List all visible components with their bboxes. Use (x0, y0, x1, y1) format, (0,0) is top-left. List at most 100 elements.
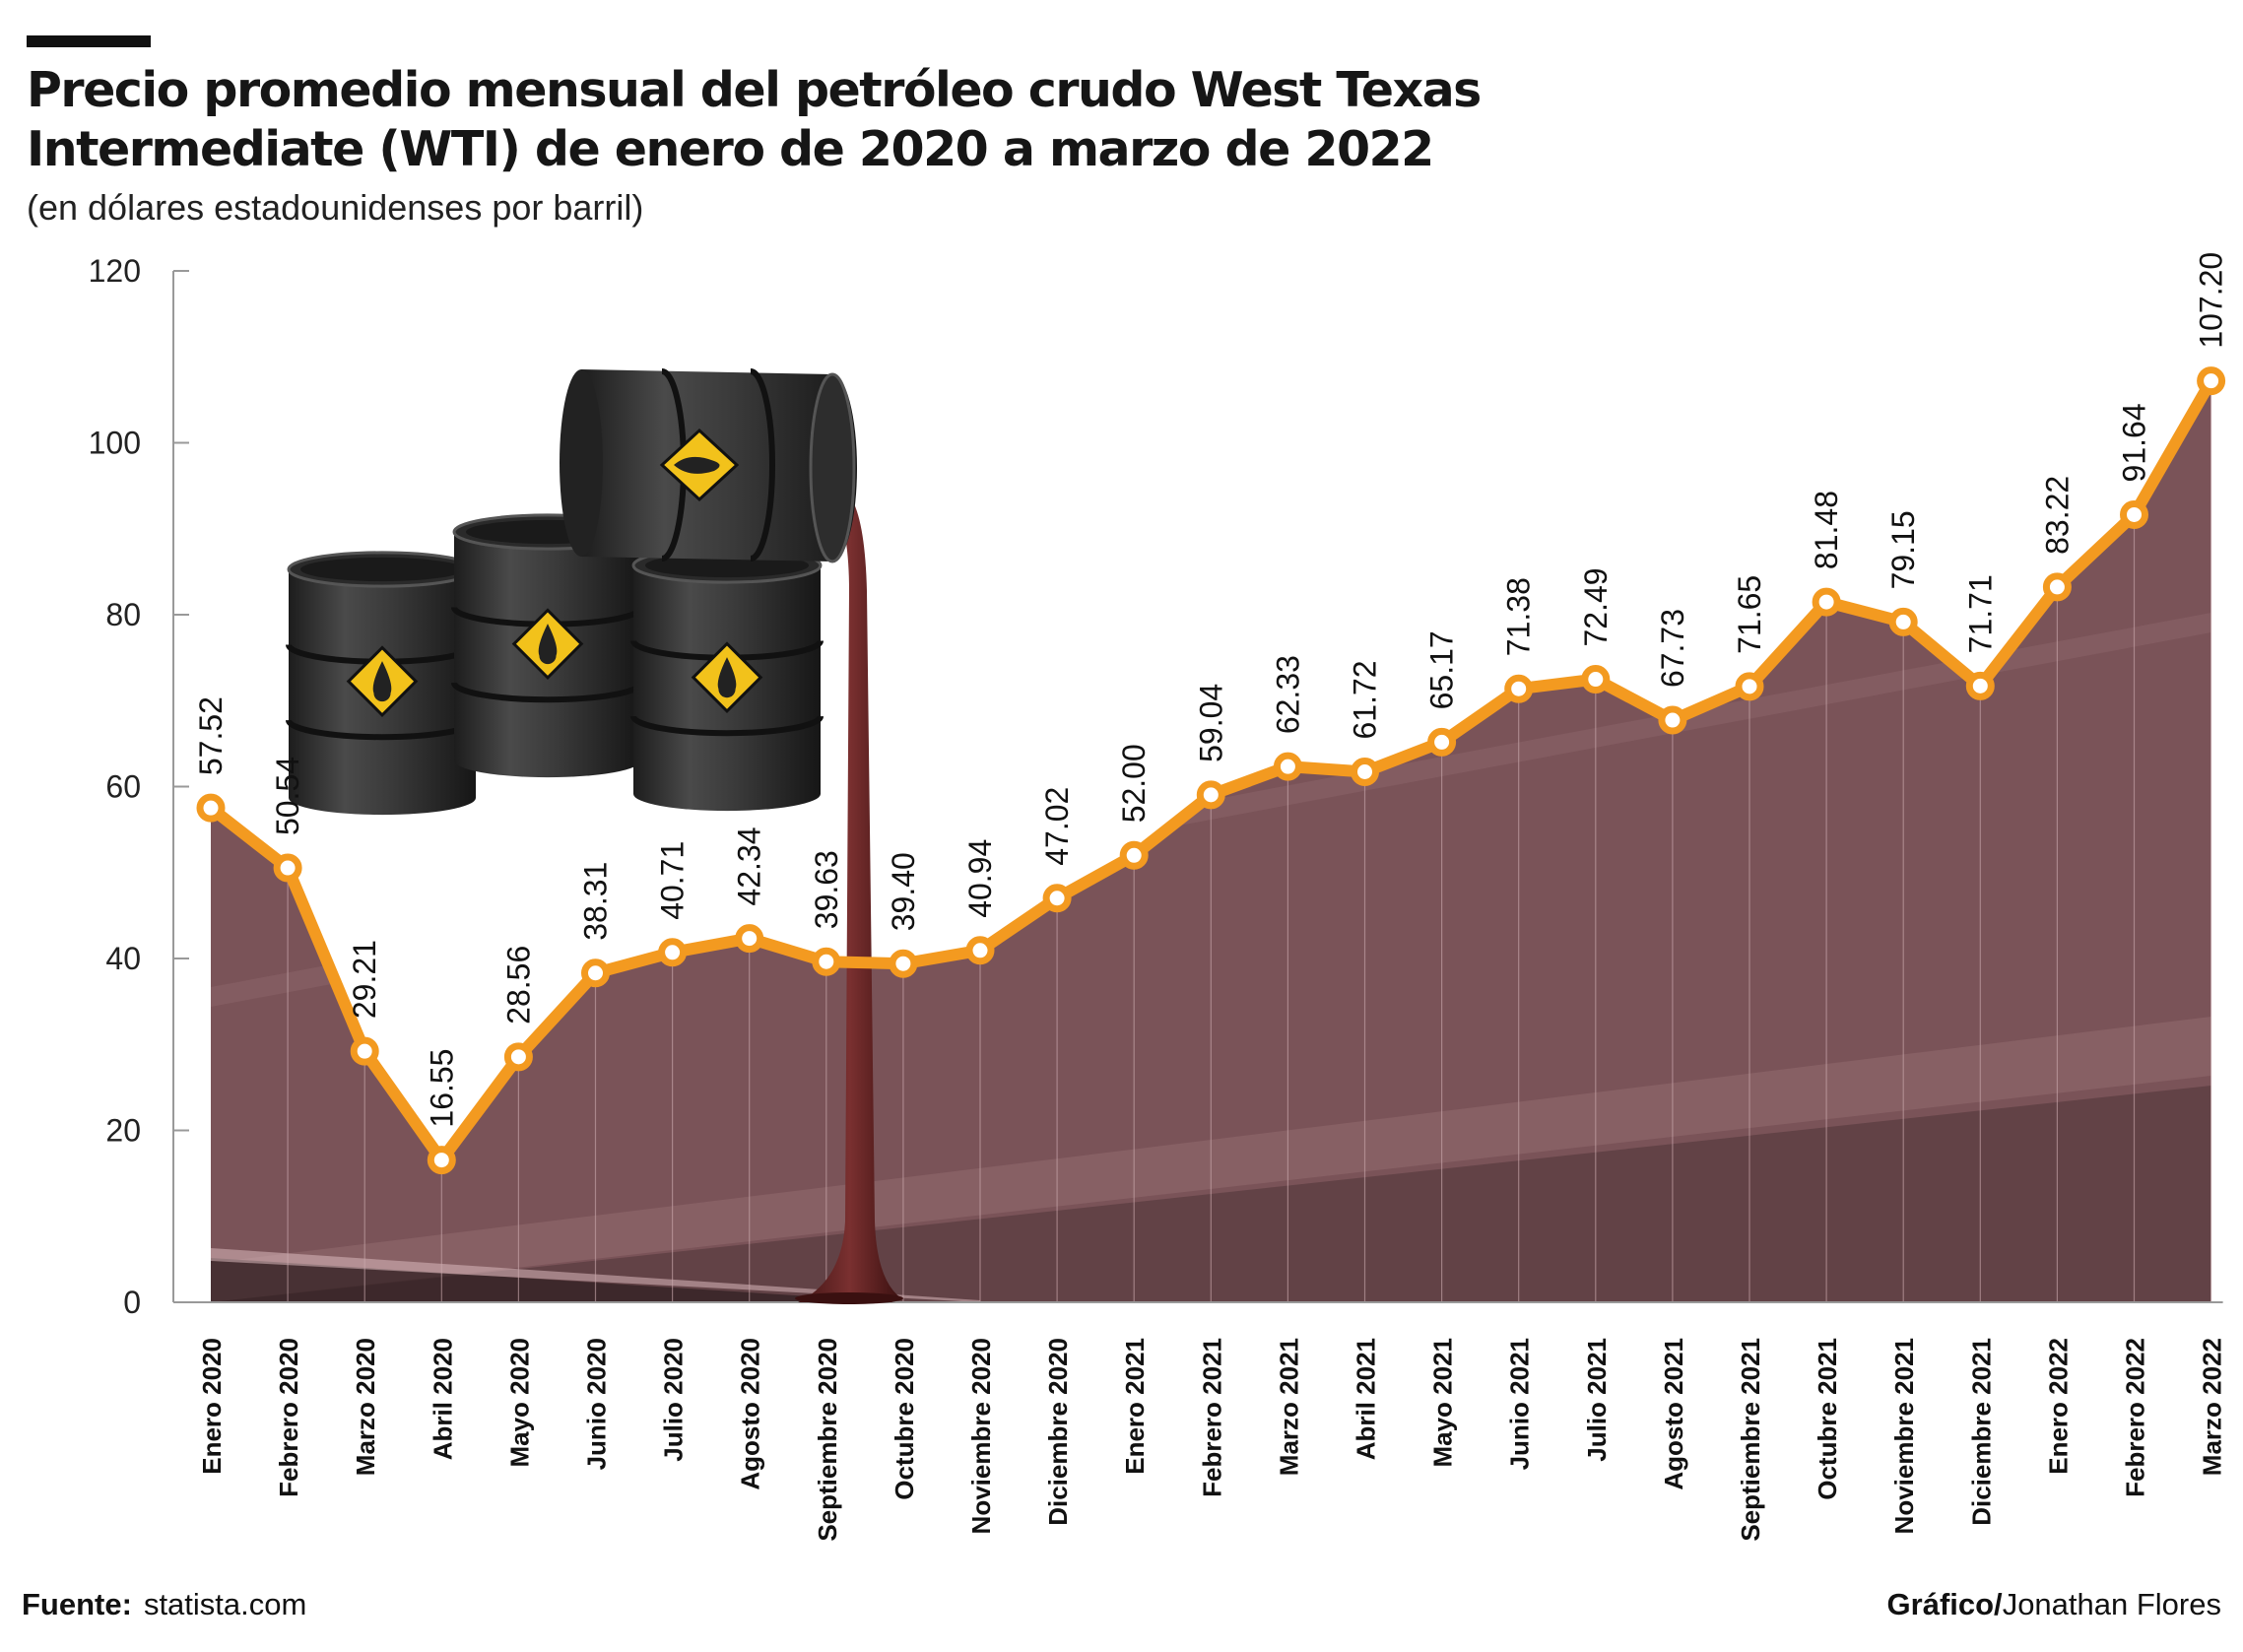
source-footer: Fuente: statista.com (22, 1587, 306, 1622)
x-tick-label: Agosto 2021 (1659, 1338, 1688, 1490)
data-label: 40.94 (962, 839, 998, 918)
data-point (965, 936, 995, 965)
data-label: 72.49 (1578, 567, 1614, 646)
oil-drop-diamond-icon (659, 428, 740, 502)
x-tick-label: Septiembre 2020 (813, 1338, 842, 1542)
data-label: 59.04 (1193, 684, 1228, 762)
data-label: 28.56 (500, 946, 536, 1024)
data-label: 52.00 (1116, 744, 1152, 823)
data-label: 71.71 (1962, 574, 1998, 653)
data-point (1196, 780, 1225, 810)
x-tick-label: Junio 2021 (1505, 1338, 1535, 1470)
y-axis: 0 20 40 60 80 100 120 (89, 253, 2223, 1320)
x-tick-label: Diciembre 2021 (1966, 1338, 1996, 1526)
x-tick-label: Julio 2021 (1582, 1338, 1612, 1462)
data-point (1581, 665, 1611, 694)
data-point (2042, 572, 2072, 602)
data-point (1965, 671, 1995, 700)
data-label: 29.21 (347, 940, 382, 1019)
oil-barrel-icon (451, 513, 644, 778)
data-label: 71.38 (1501, 577, 1537, 656)
x-tick-label: Enero 2022 (2043, 1338, 2073, 1475)
title-accent-bar (27, 35, 151, 47)
data-point (889, 949, 918, 978)
x-tick-label: Abril 2021 (1352, 1338, 1381, 1460)
x-tick-label: Octubre 2021 (1813, 1338, 1842, 1500)
x-tick-label: Octubre 2020 (890, 1338, 919, 1500)
y-tick-label: 40 (105, 941, 141, 976)
oil-puddle (795, 1292, 903, 1304)
x-tick-label: Junio 2020 (582, 1338, 612, 1470)
data-label: 50.54 (270, 757, 305, 835)
data-point (1504, 674, 1534, 703)
x-tick-label: Febrero 2020 (274, 1338, 303, 1497)
x-tick-label: Febrero 2022 (2121, 1338, 2150, 1497)
y-tick-label: 80 (105, 597, 141, 632)
oil-barrels-illustration (286, 368, 903, 1304)
data-markers (196, 366, 2226, 1175)
y-tick-label: 60 (105, 769, 141, 805)
data-point (273, 853, 302, 883)
x-tick-label: Marzo 2021 (1274, 1338, 1303, 1476)
data-label: 38.31 (578, 862, 614, 941)
data-label: 47.02 (1039, 787, 1075, 866)
x-tick-label: Mayo 2021 (1428, 1338, 1458, 1468)
chart-title: Precio promedio mensual del petróleo cru… (27, 62, 1482, 177)
oil-barrel-icon (286, 551, 479, 816)
credit-label: Gráfico/ (1886, 1587, 2003, 1621)
data-label: 79.15 (1885, 510, 1921, 589)
y-tick-label: 20 (105, 1113, 141, 1149)
data-label: 107.20 (2194, 252, 2229, 349)
oil-barrel-icon (630, 547, 824, 812)
data-label: 57.52 (193, 696, 229, 775)
chart-subtitle: (en dólares estadounidenses por barril) (27, 187, 644, 228)
data-point (1658, 705, 1687, 735)
x-tick-label: Septiembre 2021 (1736, 1338, 1765, 1542)
credit-footer: Gráfico/Jonathan Flores (1887, 1587, 2221, 1622)
data-label: 39.63 (809, 850, 844, 929)
data-label: 65.17 (1424, 630, 1460, 709)
data-point (735, 924, 764, 954)
data-label: 42.34 (732, 827, 767, 906)
data-label: 16.55 (424, 1049, 459, 1128)
data-point (1273, 752, 1302, 781)
y-tick-label: 120 (89, 253, 141, 289)
oil-barrel-icon (560, 368, 857, 563)
data-point (812, 947, 841, 976)
data-point (1888, 607, 1918, 636)
data-point (2120, 499, 2148, 529)
data-point (503, 1042, 533, 1072)
data-label: 62.33 (1270, 655, 1305, 734)
x-tick-label: Marzo 2022 (2198, 1338, 2227, 1476)
data-label: 61.72 (1348, 660, 1383, 739)
data-label: 39.40 (886, 852, 921, 931)
x-tick-label: Enero 2021 (1120, 1338, 1150, 1475)
data-label: 71.65 (1732, 575, 1767, 654)
x-tick-label: Noviembre 2020 (966, 1338, 996, 1534)
x-tick-label: Febrero 2021 (1197, 1338, 1226, 1497)
x-tick-label: Agosto 2020 (736, 1338, 765, 1490)
data-point (1427, 727, 1457, 757)
data-point (2197, 366, 2226, 396)
data-label: 81.48 (1809, 491, 1844, 569)
data-point (1812, 587, 1841, 617)
data-point (658, 938, 688, 967)
wti-price-chart: 0 20 40 60 80 100 120 57.52 50.54 29.21 16.55 28.5… (89, 252, 2229, 1542)
y-tick-label: 100 (89, 426, 141, 461)
x-tick-label: Diciembre 2020 (1043, 1338, 1073, 1526)
oil-drop-diamond-icon (346, 645, 419, 718)
oil-drop-diamond-icon (691, 641, 763, 714)
data-point (427, 1146, 456, 1175)
oil-drop-diamond-icon (511, 608, 584, 681)
x-axis-labels: Enero 2020 Febrero 2020 Marzo 2020 Abril 20… (197, 1338, 2227, 1542)
source-value: statista.com (143, 1587, 307, 1621)
data-label: 91.64 (2117, 403, 2152, 482)
data-point (350, 1036, 379, 1066)
x-tick-label: Marzo 2020 (351, 1338, 380, 1476)
data-point (196, 793, 226, 823)
data-label: 40.71 (655, 841, 691, 920)
x-tick-label: Julio 2020 (659, 1338, 689, 1462)
data-point (1042, 884, 1072, 913)
data-point (581, 958, 610, 988)
data-label: 67.73 (1655, 609, 1690, 688)
